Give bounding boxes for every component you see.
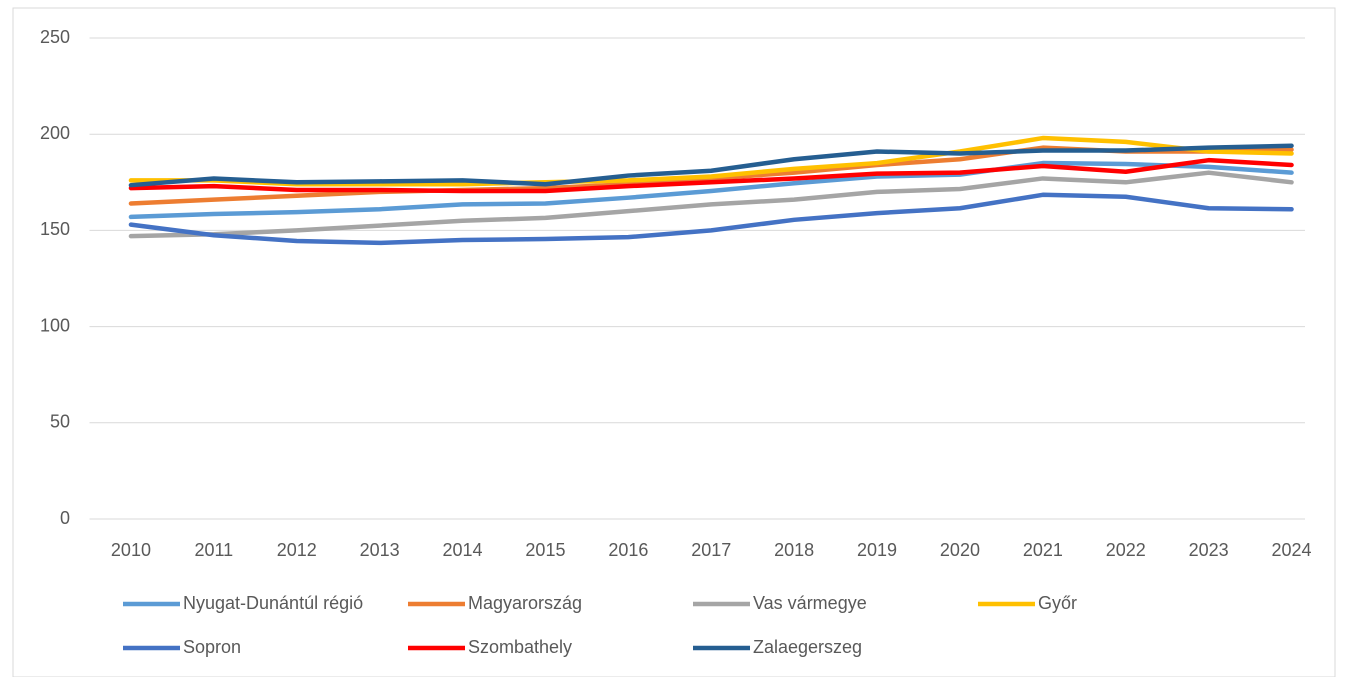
x-tick-label: 2016: [608, 540, 648, 560]
x-tick-label: 2022: [1106, 540, 1146, 560]
y-tick-label: 200: [40, 123, 70, 143]
x-tick-label: 2014: [443, 540, 483, 560]
x-tick-label: 2020: [940, 540, 980, 560]
legend-label: Zalaegerszeg: [753, 637, 862, 657]
y-tick-label: 100: [40, 315, 70, 335]
y-tick-label: 250: [40, 27, 70, 47]
x-tick-label: 2015: [525, 540, 565, 560]
x-tick-label: 2023: [1189, 540, 1229, 560]
x-tick-label: 2019: [857, 540, 897, 560]
legend-label: Magyarország: [468, 593, 582, 613]
x-tick-label: 2010: [111, 540, 151, 560]
x-tick-label: 2018: [774, 540, 814, 560]
x-tick-label: 2024: [1272, 540, 1312, 560]
x-tick-label: 2012: [277, 540, 317, 560]
y-tick-label: 50: [50, 412, 70, 432]
x-tick-label: 2013: [360, 540, 400, 560]
x-tick-label: 2017: [691, 540, 731, 560]
x-tick-label: 2011: [194, 540, 233, 560]
series-line: [128, 143, 1294, 188]
legend-label: Nyugat-Dunántúl régió: [183, 593, 363, 613]
legend-label: Vas vármegye: [753, 593, 867, 613]
series-line: [128, 192, 1294, 246]
legend-label: Szombathely: [468, 637, 572, 657]
y-tick-label: 0: [60, 508, 70, 528]
series-line: [128, 160, 1294, 220]
chart-frame: [12, 7, 1336, 677]
series-line: [128, 157, 1294, 194]
legend-label: Győr: [1038, 593, 1077, 613]
y-tick-label: 150: [40, 219, 70, 239]
legend-label: Sopron: [183, 637, 241, 657]
x-tick-label: 2021: [1023, 540, 1063, 560]
series-line: [128, 170, 1294, 239]
